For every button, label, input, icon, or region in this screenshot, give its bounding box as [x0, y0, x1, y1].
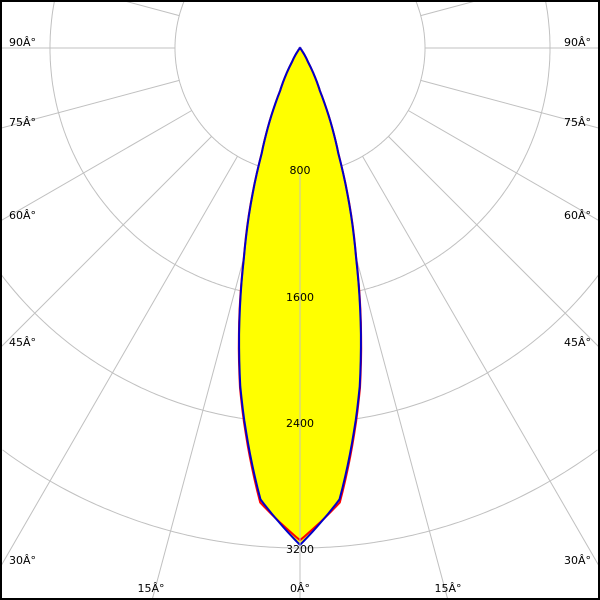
angle-label: 75Â°	[9, 116, 36, 129]
radial-tick-label: 1600	[286, 291, 314, 304]
grid-spoke	[0, 79, 180, 129]
angle-label: 30Â°	[9, 554, 36, 567]
angle-label: 30Â°	[564, 554, 591, 567]
angle-label: 45Â°	[9, 336, 36, 349]
angle-label: 15Â°	[434, 582, 461, 595]
grid-spoke	[0, 110, 192, 222]
angle-label: 90Â°	[9, 36, 36, 49]
grid-spoke	[120, 0, 180, 17]
grid-spoke	[362, 156, 600, 568]
radial-tick-label: 800	[290, 164, 311, 177]
radial-ticks: 800 1600 2400 3200	[286, 164, 314, 556]
grid-spoke	[420, 79, 600, 129]
angle-label: 60Â°	[9, 209, 36, 222]
grid-spoke	[0, 136, 212, 349]
curves	[237, 46, 363, 600]
grid-circle	[49, 0, 551, 299]
grid-spoke	[408, 110, 600, 222]
grid-spoke	[388, 136, 600, 349]
radial-tick-label: 3200	[286, 543, 314, 556]
grid-spoke	[420, 0, 480, 17]
grid-spoke	[0, 156, 238, 568]
angle-label: 60Â°	[564, 209, 591, 222]
angle-label: 75Â°	[564, 116, 591, 129]
angle-label: 90Â°	[564, 36, 591, 49]
grid-circle	[2, 449, 598, 549]
angle-label: 15Â°	[137, 582, 164, 595]
grid-circle	[0, 273, 600, 424]
angle-labels: 90Â° 75Â° 60Â° 45Â° 30Â° 15Â° 0Â° 15Â° 9…	[9, 36, 591, 595]
angle-label: 45Â°	[564, 336, 591, 349]
angle-label: 0Â°	[290, 582, 310, 595]
radial-tick-label: 2400	[286, 417, 314, 430]
